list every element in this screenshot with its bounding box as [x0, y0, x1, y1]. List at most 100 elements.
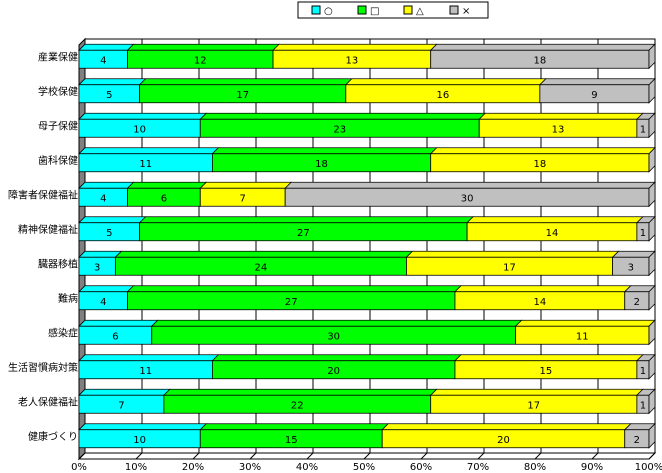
x-tick-label: 70%: [467, 462, 489, 473]
data-label: 18: [315, 159, 328, 170]
bar-segment-top: [272, 43, 438, 51]
bar-segment-top: [453, 354, 644, 362]
bar-segment-top: [78, 112, 208, 120]
legend-label: ○: [324, 6, 333, 17]
bar-segment-top: [126, 285, 462, 293]
bar-segment-top: [138, 78, 353, 86]
data-label: 23: [333, 124, 346, 135]
legend: ○ □ △ ×: [297, 1, 489, 19]
data-label: 5: [106, 90, 112, 101]
x-tick-label: 30%: [239, 462, 261, 473]
bar-segment-top: [344, 78, 547, 86]
data-label: 11: [576, 331, 589, 342]
data-label: 3: [628, 262, 634, 273]
bar-end: [648, 43, 656, 70]
x-tick-label: 60%: [410, 462, 432, 473]
legend-label: ×: [462, 6, 470, 17]
bar-end: [648, 284, 656, 311]
data-label: 3: [94, 262, 100, 273]
data-label: 2: [634, 435, 640, 446]
data-label: 1: [640, 400, 646, 411]
legend-swatch: [311, 5, 321, 15]
data-label: 20: [327, 366, 340, 377]
plot-area: 0% 10% 20% 30% 40% 50% 60% 70% 80% 90% 100%産業保健 4 12…: [8, 37, 662, 473]
category-label: 産業保健: [38, 50, 78, 63]
data-label: 18: [533, 55, 546, 66]
data-label: 17: [236, 90, 249, 101]
bar-segment-top: [78, 285, 135, 293]
bar-segment-top: [514, 319, 656, 327]
legend-swatch: [403, 5, 413, 15]
category-label: 学校保健: [38, 85, 78, 98]
category-label: 生活習慣病対策: [8, 361, 78, 374]
bar-segment-top: [284, 181, 656, 189]
bar-segment-top: [466, 216, 644, 224]
data-label: 10: [133, 435, 146, 446]
bar-segment-top: [78, 354, 220, 362]
gridline-floor: [78, 452, 86, 460]
data-label: 14: [546, 228, 559, 239]
category-label: 感染症: [48, 326, 78, 339]
data-label: 14: [533, 297, 546, 308]
x-tick-label: 80%: [524, 462, 546, 473]
data-label: 16: [436, 90, 449, 101]
x-tick-label: 50%: [353, 462, 375, 473]
data-label: 18: [533, 159, 546, 170]
gridline-floor: [363, 452, 371, 460]
bar-segment-top: [78, 319, 159, 327]
data-label: 13: [346, 55, 359, 66]
data-label: 15: [540, 366, 553, 377]
data-label: 9: [591, 90, 597, 101]
legend-box: [297, 1, 489, 19]
category-label: 母子保健: [38, 119, 78, 132]
category-label: 健康づくり: [28, 430, 78, 443]
bar-segment-top: [78, 181, 135, 189]
bar-segment-top: [429, 388, 644, 396]
bar-segment-top: [429, 43, 656, 51]
x-tick-label: 100%: [635, 462, 662, 473]
data-label: 6: [161, 193, 167, 204]
legend-swatch: [449, 5, 459, 15]
data-label: 22: [291, 400, 304, 411]
data-label: 1: [640, 366, 646, 377]
data-label: 4: [100, 297, 106, 308]
gridline-floor: [306, 452, 314, 460]
category-label: 障害者保健福祉: [8, 188, 78, 201]
bar-segment-top: [199, 181, 293, 189]
gridline-floor: [420, 452, 428, 460]
gridline-floor: [648, 452, 656, 460]
data-label: 7: [118, 400, 124, 411]
bar-segment-top: [78, 388, 171, 396]
bar-segment-top: [126, 43, 281, 51]
data-label: 13: [552, 124, 565, 135]
data-label: 4: [100, 55, 106, 66]
bar-segment-top: [150, 319, 523, 327]
bar-end: [648, 250, 656, 277]
bar-segment-top: [114, 250, 414, 258]
bar-segment-top: [126, 181, 208, 189]
bar-end: [648, 422, 656, 449]
bar-end: [648, 388, 656, 415]
data-label: 17: [503, 262, 516, 273]
bar-segment-top: [78, 423, 208, 431]
gridline-floor: [249, 452, 257, 460]
category-label: 歯科保健: [38, 154, 78, 167]
data-label: 10: [133, 124, 146, 135]
data-label: 30: [327, 331, 340, 342]
data-label: 6: [112, 331, 118, 342]
bar-segment-top: [162, 388, 438, 396]
bar-segment-top: [78, 78, 147, 86]
data-label: 15: [285, 435, 298, 446]
data-label: 17: [527, 400, 540, 411]
category-label: 難病: [58, 292, 78, 305]
bar-segment-top: [78, 43, 135, 51]
data-label: 30: [461, 193, 474, 204]
bar-segment-top: [211, 147, 438, 155]
category-label: 老人保健福祉: [18, 395, 78, 408]
x-tick-label: 90%: [581, 462, 603, 473]
bar-segment-top: [211, 354, 462, 362]
bar-segment-top: [429, 147, 656, 155]
x-tick-label: 0%: [71, 462, 87, 473]
x-tick-label: 10%: [125, 462, 147, 473]
